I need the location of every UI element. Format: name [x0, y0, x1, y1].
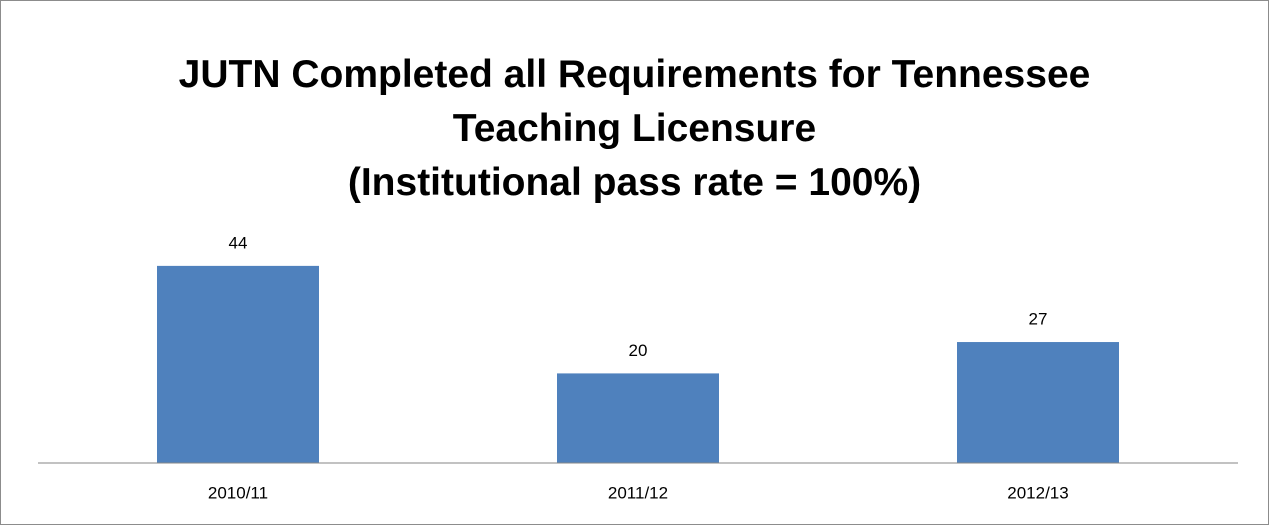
title-block: JUTN Completed all Requirements for Tenn… — [0, 48, 1269, 210]
x-tick-label: 2012/13 — [1007, 483, 1068, 502]
data-label: 27 — [1029, 310, 1048, 329]
bar — [557, 373, 719, 463]
data-label: 20 — [629, 341, 648, 360]
chart-subtitle: (Institutional pass rate = 100%) — [347, 161, 922, 204]
chart-title: JUTN Completed all Requirements for Tenn… — [178, 53, 1091, 150]
x-tick-label: 2010/11 — [208, 483, 268, 502]
bar — [957, 342, 1119, 463]
data-label: 44 — [229, 233, 248, 252]
x-tick-label: 2011/12 — [608, 483, 668, 502]
bar — [157, 265, 319, 463]
